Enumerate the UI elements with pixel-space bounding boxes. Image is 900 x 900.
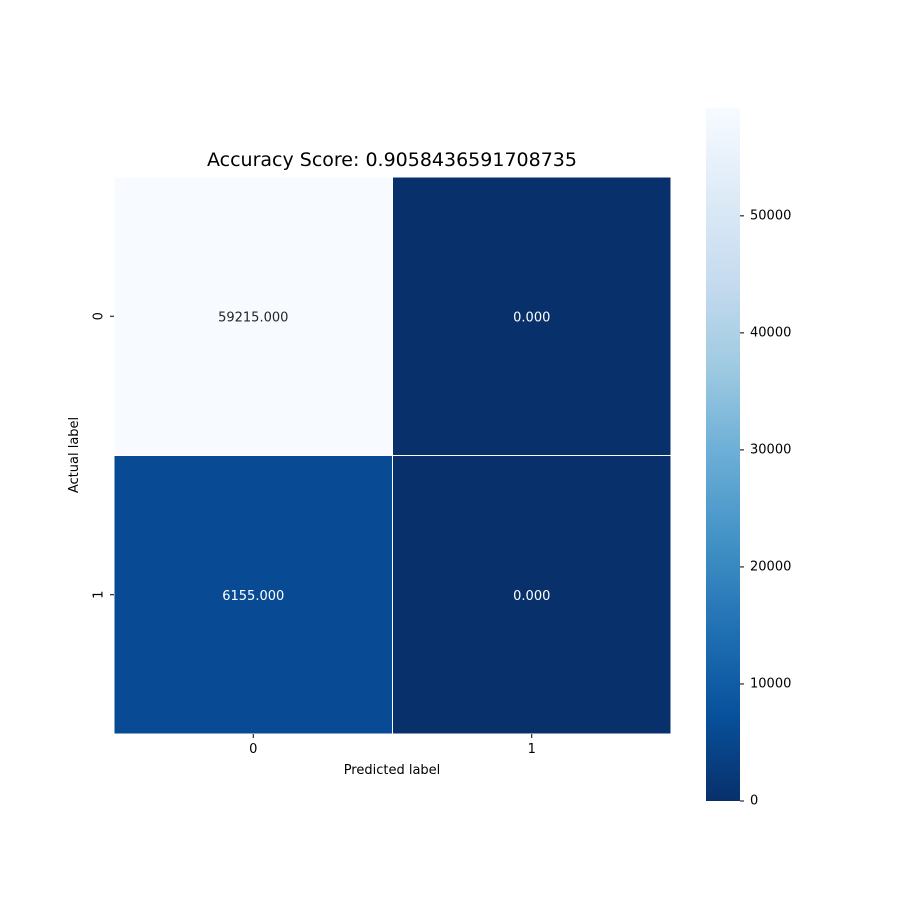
heatmap-cells [113,176,672,735]
colorbar: 0 10000 20000 30000 40000 50000 [706,108,791,809]
cell-annotation: 6155.000 [222,589,284,604]
heatmap-cell [113,176,393,456]
heatmap-annotations: 59215.000 0.000 6155.000 0.000 [218,310,550,604]
y-tick-label: 0 [92,312,107,320]
heatmap-cell [392,176,672,456]
x-tick-label: 0 [249,742,257,757]
heatmap-cell [113,455,393,735]
x-tick-label: 1 [528,742,536,757]
colorbar-tick-label: 10000 [750,676,791,691]
y-axis-label: Actual label [67,417,82,493]
y-tick-label: 1 [92,591,107,599]
colorbar-tick-label: 20000 [750,559,791,574]
colorbar-tick-label: 0 [750,794,758,809]
cell-annotation: 0.000 [513,589,550,604]
cell-annotation: 59215.000 [218,310,288,325]
x-axis-label: Predicted label [344,763,441,778]
heatmap-cell [392,455,672,735]
y-axis-ticks: 01 [92,312,114,599]
chart-title: Accuracy Score: 0.9058436591708735 [207,149,577,171]
colorbar-tick-label: 40000 [750,325,791,340]
colorbar-tick-label: 50000 [750,208,791,223]
colorbar-ticks: 0 10000 20000 30000 40000 50000 [740,208,791,809]
colorbar-tick-label: 30000 [750,442,791,457]
cell-annotation: 0.000 [513,310,550,325]
colorbar-gradient [706,108,740,801]
